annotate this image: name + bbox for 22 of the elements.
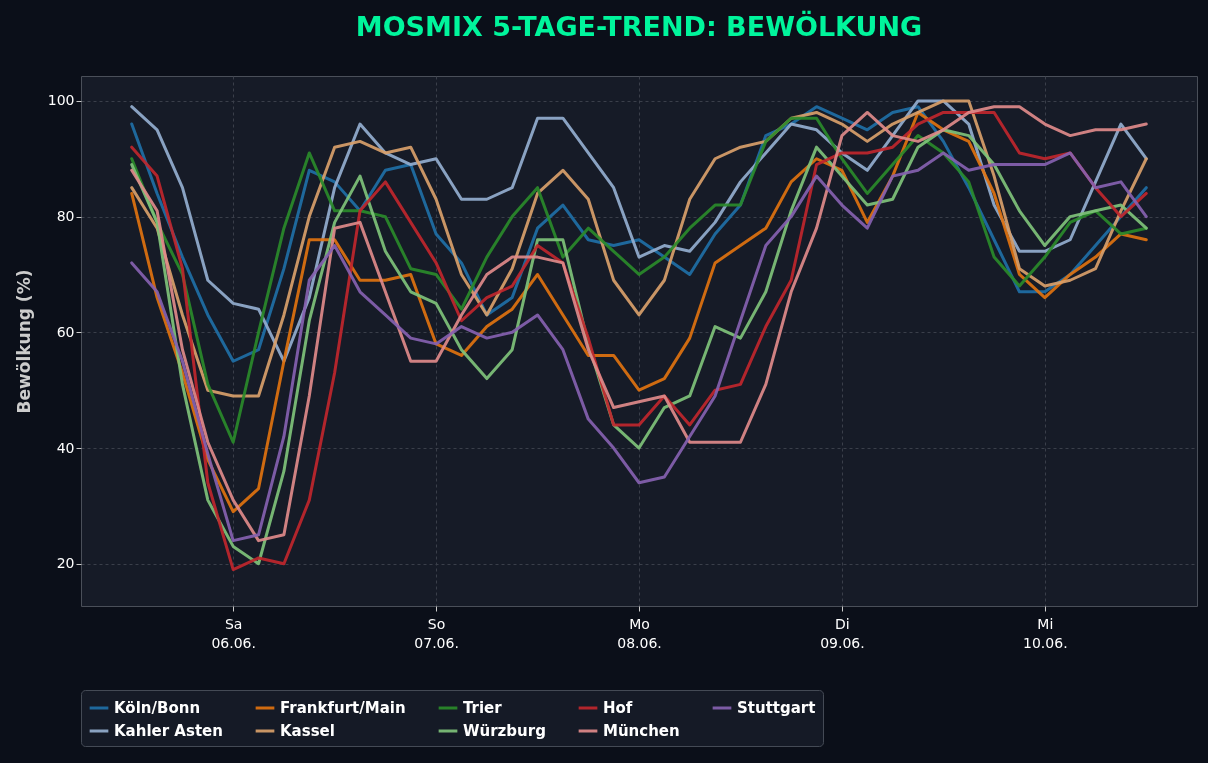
legend-label: Würzburg [463, 722, 546, 740]
legend-label: Trier [463, 699, 503, 717]
legend-label: Kassel [280, 722, 335, 740]
y-tick-label: 20 [56, 555, 75, 572]
x-tick-label: Sa 06.06. [211, 615, 256, 651]
x-tick-label: Di 09.06. [820, 615, 865, 651]
legend-label: Köln/Bonn [114, 699, 201, 717]
x-tick-label: Mi 10.06. [1023, 615, 1068, 651]
y-axis-title: Bewölkung (%) [13, 269, 34, 414]
line-series [130, 116, 1148, 444]
x-tick-label: So 07.06. [414, 615, 459, 651]
legend-label: Kahler Asten [114, 722, 223, 740]
legend-label: Hof [603, 699, 633, 717]
x-tick-label: Mo 08.06. [617, 615, 662, 651]
legend-label: Frankfurt/Main [280, 699, 406, 717]
chart-title: MOSMIX 5-TAGE-TREND: BEWÖLKUNG [355, 10, 923, 42]
y-tick-label: 60 [56, 323, 75, 340]
legend-label: München [603, 722, 680, 740]
y-tick-label: 100 [47, 92, 75, 109]
legend-label: Stuttgart [737, 699, 816, 717]
y-tick-label: 80 [56, 208, 75, 225]
y-tick-label: 40 [56, 439, 75, 456]
